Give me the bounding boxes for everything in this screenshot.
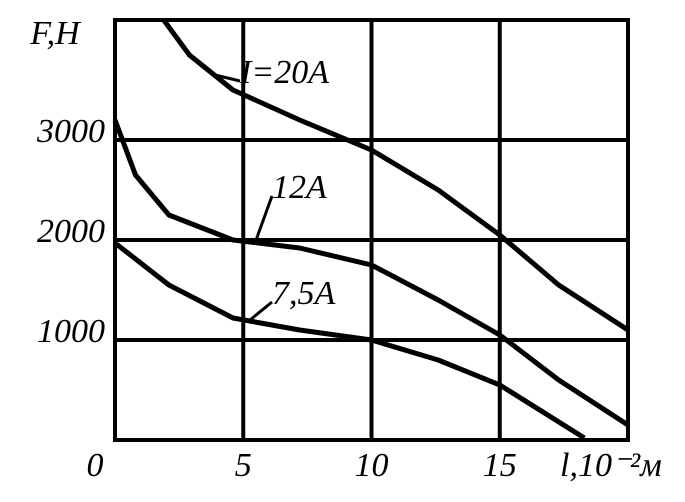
x-tick-label: 15 (483, 447, 517, 484)
series-label: 12A (272, 169, 327, 206)
curve (161, 18, 630, 333)
leader-line (253, 195, 274, 244)
x-tick-label: 5 (235, 447, 252, 484)
x-tick-label: 0 (87, 447, 104, 484)
leader-line (214, 73, 241, 83)
x-axis-label: l,10⁻²м (560, 447, 662, 484)
curve (113, 241, 586, 441)
y-tick-label: 3000 (36, 113, 105, 150)
curve (112, 119, 630, 428)
leader-line (249, 300, 273, 322)
series-label: 7,5A (272, 275, 336, 312)
series-label: I=20A (239, 54, 329, 91)
y-tick-label: 2000 (37, 213, 105, 250)
y-axis-label: F,H (29, 15, 82, 52)
x-tick-label: 10 (355, 447, 389, 484)
y-tick-label: 1000 (37, 313, 105, 350)
